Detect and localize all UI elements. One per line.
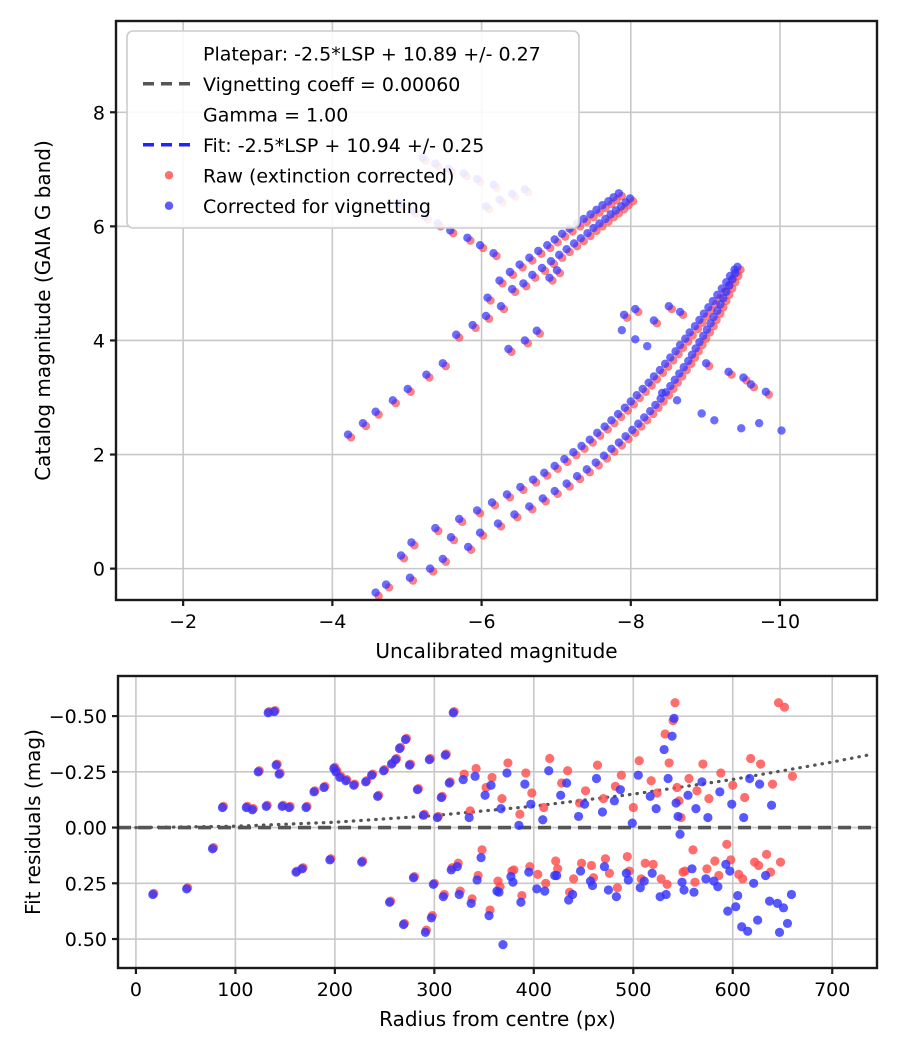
fit-residuals-plot-area (118, 676, 877, 968)
fit-residuals-ytick-label: −0.25 (49, 762, 107, 784)
fit-residuals-xtick-label: 600 (715, 979, 751, 1001)
fit-residuals-ytick-label: 0.25 (65, 873, 107, 895)
photometry-fit-ytick-label: 8 (93, 102, 105, 124)
fit-residuals-data-layer (118, 698, 877, 950)
fit-residuals-ticks: 0 100 200 300 400 500 600 700 −0.50 −0.25 0.00 0.25… (49, 706, 851, 1001)
legend-entry-label: Platepar: -2.5*LSP + 10.89 +/- 0.27 (203, 43, 541, 65)
legend-entry-label: Vignetting coeff = 0.00060 (203, 74, 460, 96)
legend-entry-label: Fit: -2.5*LSP + 10.94 +/- 0.25 (203, 135, 484, 157)
photometry-fit-xtick-label: −6 (468, 611, 496, 633)
fit-residuals-xtick-label: 200 (317, 979, 353, 1001)
fit-residuals-xtick-label: 500 (615, 979, 651, 1001)
photometry-fit-series (343, 153, 786, 597)
photometry-fit-ylabel: Catalog magnitude (GAIA G band) (31, 140, 55, 481)
legend-dot-handle (164, 171, 174, 180)
fit-residuals-xtick-label: 400 (516, 979, 552, 1001)
photometry-fit-ticks: −2 −4 −6 −8 −10 0 2 4 6 8 (93, 102, 800, 633)
fit-residuals-xlabel: Radius from centre (px) (379, 1007, 616, 1031)
fit-residuals-ylabel: Fit residuals (mag) (21, 729, 45, 915)
photometry-fit-xtick-label: −8 (617, 611, 645, 633)
photometry-fit-ytick-label: 2 (93, 445, 105, 467)
fit-residuals-xtick-label: 300 (416, 979, 452, 1001)
fit-residuals-ytick-label: 0.50 (65, 929, 107, 951)
photometry-fit-panel: −2 −4 −6 −8 −10 0 2 4 6 8 Uncalibrated magnitude Ca… (31, 19, 879, 663)
legend[interactable]: Platepar: -2.5*LSP + 10.89 +/- 0.27 Vigne… (126, 30, 580, 229)
fit-residuals-panel: 0 100 200 300 400 500 600 700 −0.50 −0.25 0.00 0.25… (21, 674, 879, 1031)
fit-residuals-xtick-label: 700 (814, 979, 850, 1001)
photometry-fit-ytick-label: 4 (93, 330, 105, 352)
legend-dot-handle (164, 201, 174, 210)
fit-residuals-spines (116, 674, 879, 970)
fit-residuals-xtick-label: 0 (130, 979, 142, 1001)
legend-entry-label: Raw (extinction corrected) (203, 165, 454, 187)
legend-entry-label: Gamma = 1.00 (203, 104, 348, 126)
photometry-fit-xlabel: Uncalibrated magnitude (375, 639, 617, 663)
legend-entry-label: Corrected for vignetting (203, 196, 431, 218)
photometry-fit-spines (114, 19, 879, 602)
photometry-fit-ytick-label: 0 (93, 559, 105, 581)
fit-residuals-ytick-label: 0.00 (65, 818, 107, 840)
photometry-fit-xtick-label: −2 (169, 611, 197, 633)
photometry-fit-gridlines (116, 21, 877, 600)
fit-residuals-ytick-label: −0.50 (49, 706, 107, 728)
photometry-fit-xtick-label: −4 (318, 611, 346, 633)
photometry-fit-ytick-label: 6 (93, 216, 105, 238)
fit-residuals-series (148, 707, 797, 950)
photometry-fit-xtick-label: −10 (760, 611, 800, 633)
fit-residuals-xtick-label: 100 (217, 979, 253, 1001)
